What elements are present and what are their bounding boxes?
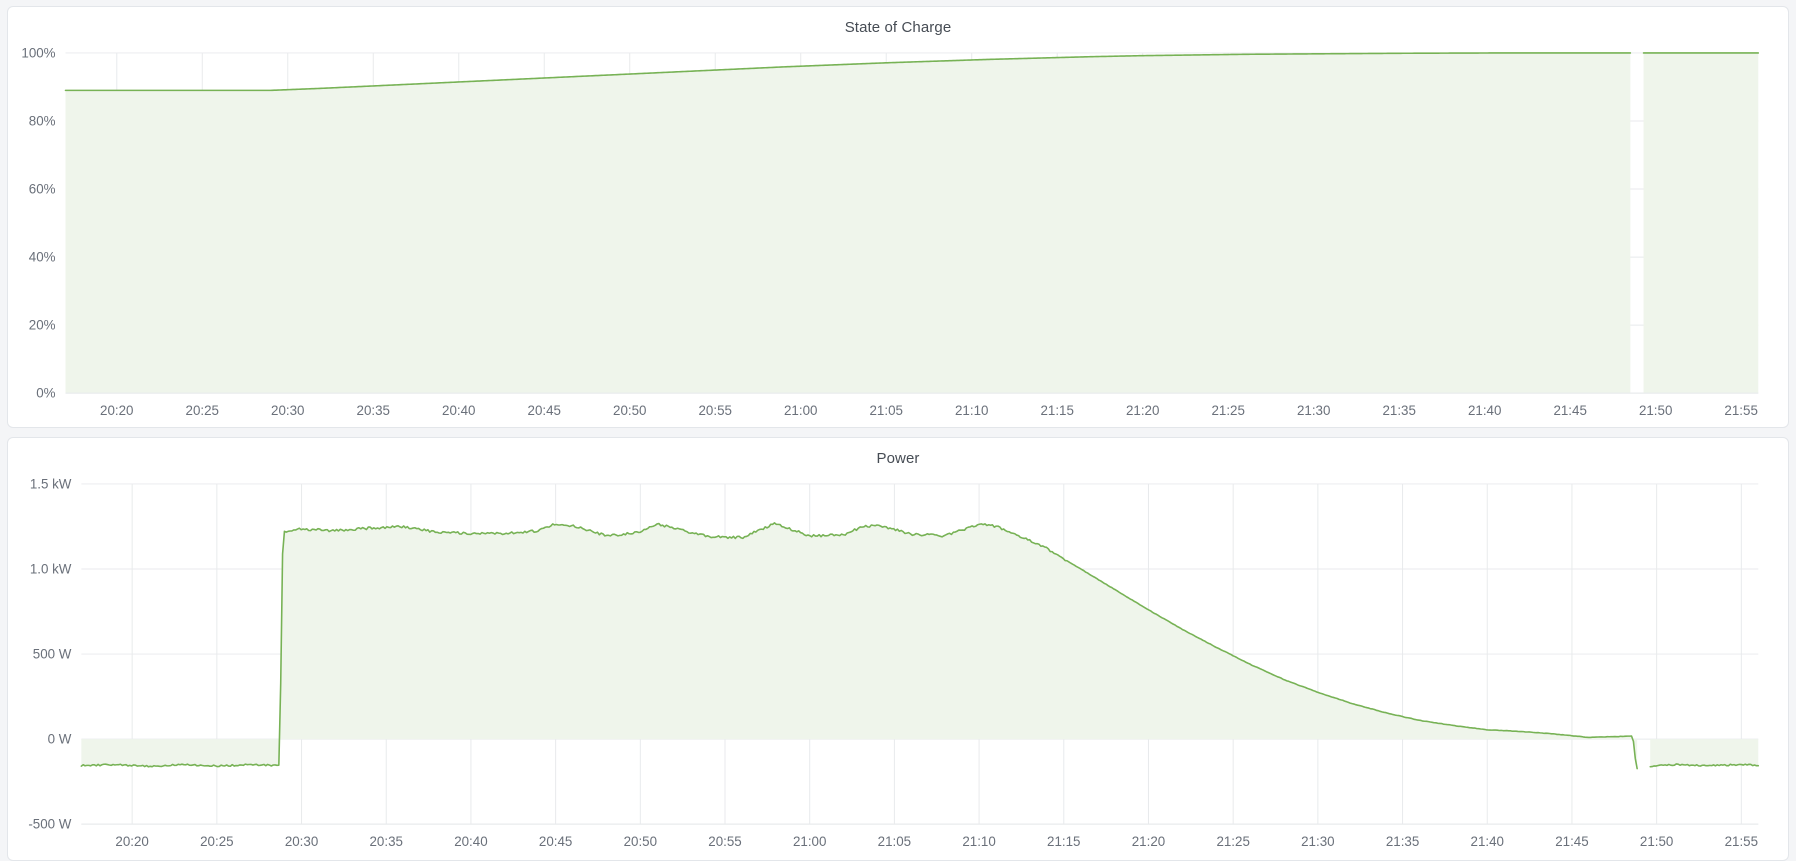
- x-axis-tick-label: 20:30: [285, 834, 318, 849]
- x-axis-tick-label: 21:25: [1211, 403, 1244, 418]
- x-axis-tick-label: 20:55: [708, 834, 741, 849]
- x-axis-tick-label: 21:20: [1132, 834, 1165, 849]
- series-area-fill: [1643, 52, 1759, 394]
- series-area-fill: [81, 522, 1638, 769]
- y-axis-tick-label: 1.0 kW: [30, 561, 72, 576]
- x-axis-tick-label: 20:20: [100, 403, 133, 418]
- plot-area-power[interactable]: -500 W 0 W 500 W 1.0 kW 1.5 kW 20:20 20:25 20:3…: [8, 472, 1788, 860]
- x-axis-tick-label: 21:40: [1471, 834, 1504, 849]
- x-axis-tick-label: 20:35: [357, 403, 390, 418]
- x-axis-tick-label: 20:50: [613, 403, 646, 418]
- x-axis-tick-label: 20:50: [624, 834, 657, 849]
- x-axis-tick-label: 21:20: [1126, 403, 1159, 418]
- x-axis-tick-label: 20:25: [200, 834, 233, 849]
- x-axis-tick-label: 21:50: [1639, 403, 1672, 418]
- panel-title-state-of-charge: State of Charge: [844, 19, 952, 36]
- x-axis-tick-label: 20:45: [539, 834, 572, 849]
- x-axis-tick-label: 21:50: [1640, 834, 1673, 849]
- series-line[interactable]: [80, 522, 1638, 770]
- x-axis-tick-label: 21:30: [1297, 403, 1330, 418]
- x-axis-tick-label: 21:55: [1725, 834, 1758, 849]
- x-axis-tick-label: 20:45: [528, 403, 561, 418]
- series-line[interactable]: [64, 52, 1632, 92]
- x-axis-tick-label: 21:15: [1040, 403, 1073, 418]
- x-axis-tick-label: 20:25: [186, 403, 219, 418]
- y-axis-tick-label: 1.5 kW: [30, 476, 72, 491]
- x-axis-tick-label: 21:05: [878, 834, 911, 849]
- x-axis-tick-label: 20:30: [271, 403, 304, 418]
- chart-state-of-charge[interactable]: 0% 20% 40% 60% 80% 100% 20:20 20:25 20:30 20:35 20…: [8, 41, 1788, 427]
- chart-power[interactable]: -500 W 0 W 500 W 1.0 kW 1.5 kW 20:20 20:25 20:3…: [8, 472, 1788, 860]
- y-axis-tick-label: -500 W: [28, 817, 71, 832]
- x-axis-tick-label: 21:45: [1553, 403, 1586, 418]
- y-axis-tick-label: 0%: [36, 386, 55, 401]
- series-area-fill: [65, 52, 1631, 394]
- y-axis-tick-label: 0 W: [48, 732, 72, 747]
- series-line[interactable]: [1649, 763, 1760, 768]
- x-axis-tick-label: 20:40: [454, 834, 487, 849]
- x-axis-tick-label: 21:10: [962, 834, 995, 849]
- x-axis-tick-label: 21:10: [955, 403, 988, 418]
- x-axis-tick-label: 20:40: [442, 403, 475, 418]
- y-axis-tick-label: 80%: [29, 113, 56, 128]
- x-axis-tick-label: 21:35: [1382, 403, 1415, 418]
- x-axis-tick-label: 20:20: [115, 834, 148, 849]
- plot-area-state-of-charge[interactable]: 0% 20% 40% 60% 80% 100% 20:20 20:25 20:30 20:35 20…: [8, 41, 1788, 427]
- x-axis-tick-label: 21:30: [1301, 834, 1334, 849]
- y-axis-tick-label: 500 W: [33, 647, 72, 662]
- panel-title-power: Power: [876, 450, 920, 467]
- y-axis-tick-label: 40%: [29, 250, 56, 265]
- x-axis-tick-label: 21:00: [793, 834, 826, 849]
- x-axis-tick-label: 20:35: [370, 834, 403, 849]
- y-axis-tick-label: 20%: [29, 318, 56, 333]
- x-axis-tick-label: 21:25: [1216, 834, 1249, 849]
- series-area-fill: [1650, 739, 1759, 767]
- x-axis-tick-label: 20:55: [699, 403, 732, 418]
- x-axis-tick-label: 21:35: [1386, 834, 1419, 849]
- x-axis-tick-label: 21:15: [1047, 834, 1080, 849]
- panel-state-of-charge: State of Charge 0% 20% 40% 60% 80% 100% 20:20 2…: [7, 6, 1789, 428]
- x-axis-tick-label: 21:45: [1555, 834, 1588, 849]
- x-axis-tick-label: 21:55: [1724, 403, 1757, 418]
- x-axis-tick-label: 21:00: [784, 403, 817, 418]
- y-axis-tick-label: 100%: [21, 45, 55, 60]
- panel-power: Power -500 W 0 W 500 W 1.0 kW 1.5 kW 20:20 20:…: [7, 437, 1789, 861]
- y-axis-tick-label: 60%: [29, 181, 56, 196]
- x-axis-tick-label: 21:05: [870, 403, 903, 418]
- x-axis-tick-label: 21:40: [1468, 403, 1501, 418]
